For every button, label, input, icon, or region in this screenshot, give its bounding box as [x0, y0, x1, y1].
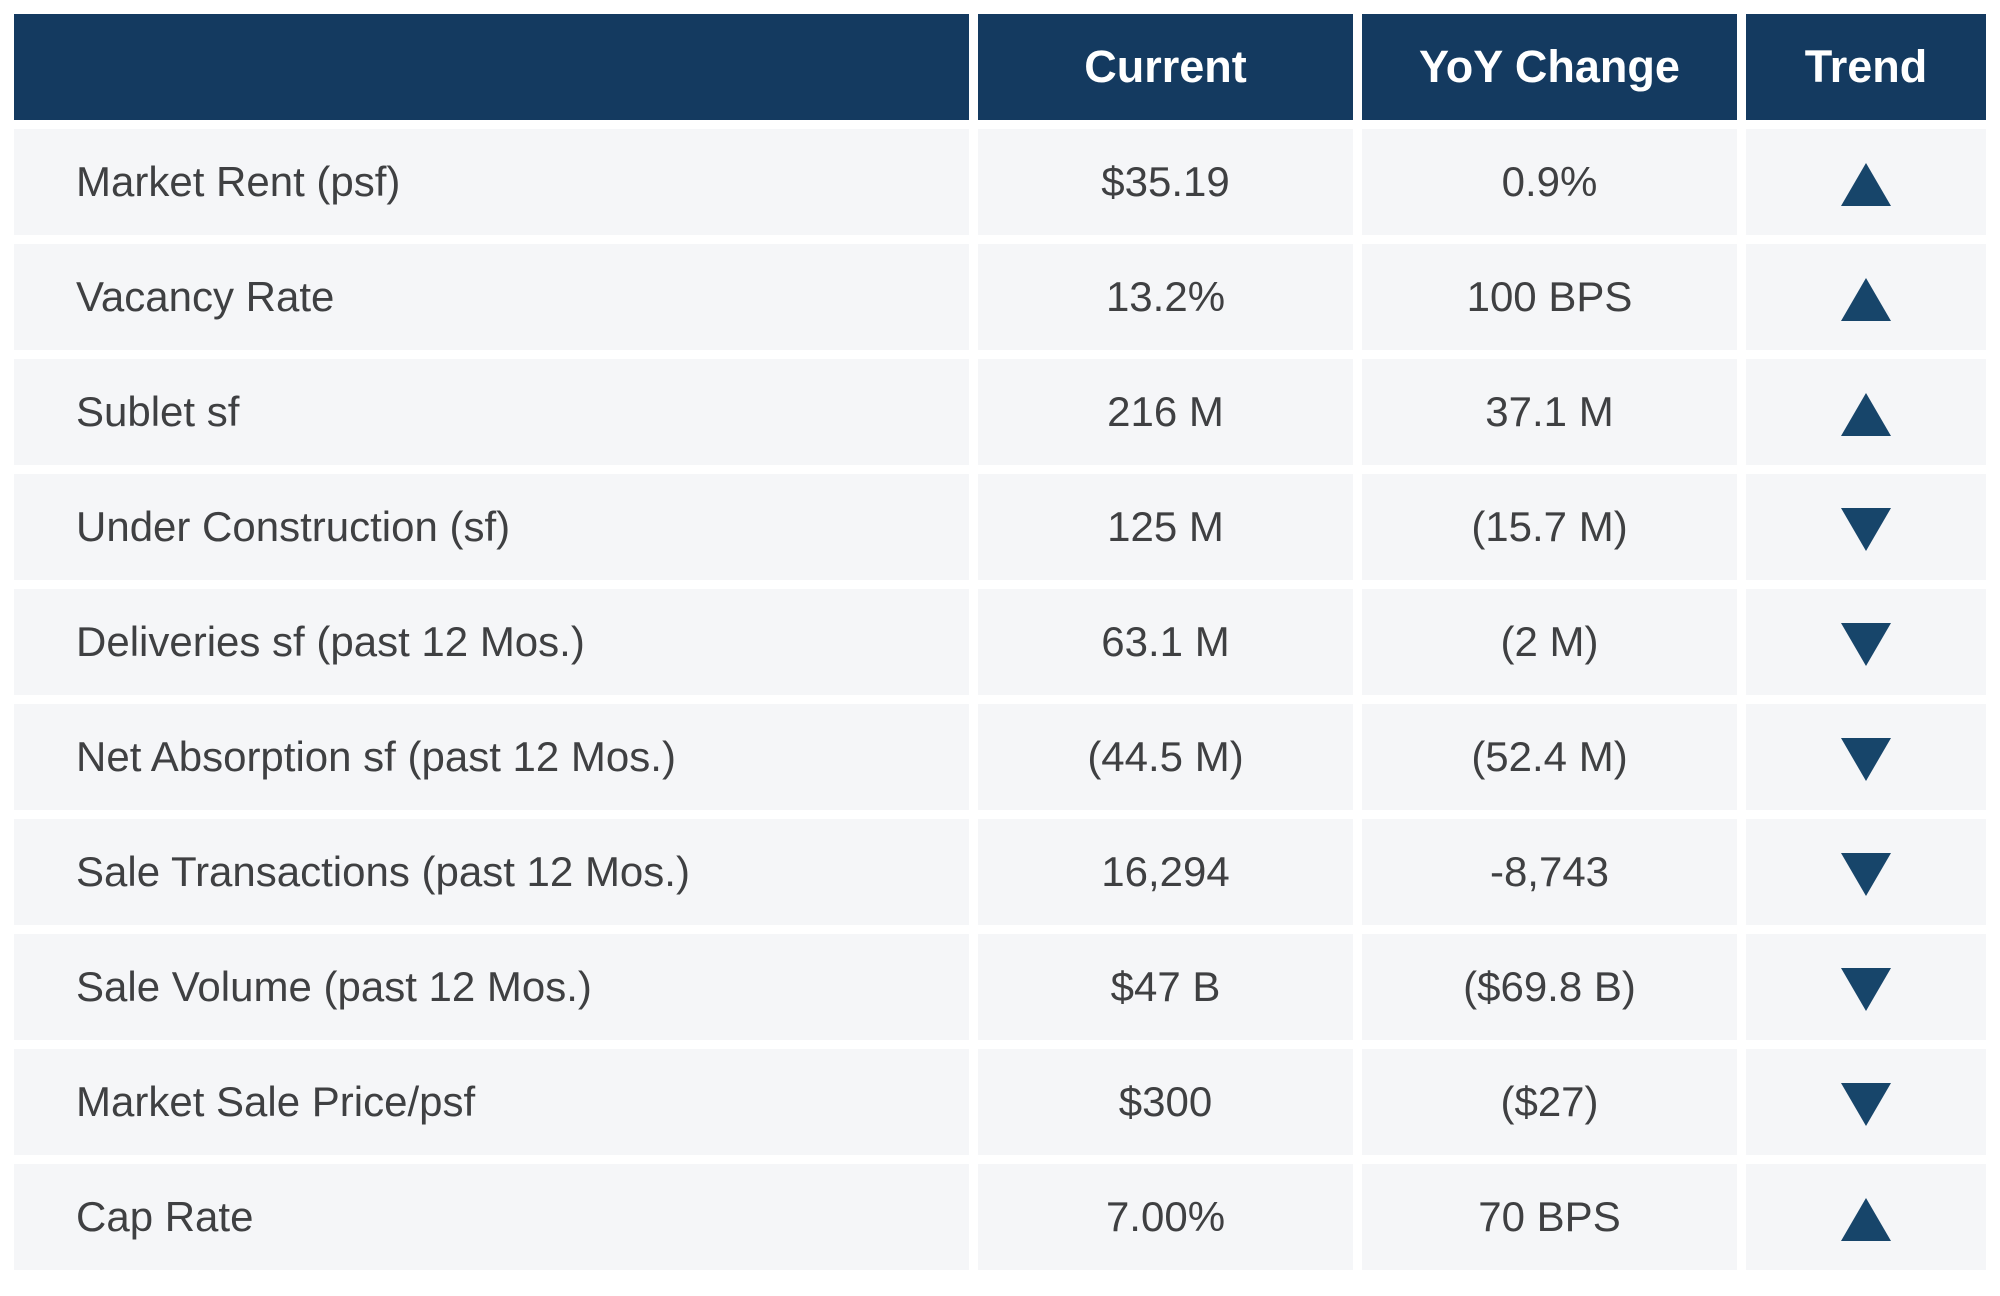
- trend-cell: [1746, 819, 1986, 925]
- current-value: 63.1 M: [978, 589, 1353, 695]
- trend-cell: [1746, 129, 1986, 235]
- metric-label: Cap Rate: [14, 1164, 969, 1270]
- trend-cell: [1746, 474, 1986, 580]
- current-value: 7.00%: [978, 1164, 1353, 1270]
- metric-label: Market Sale Price/psf: [14, 1049, 969, 1155]
- header-trend: Trend: [1746, 14, 1986, 120]
- yoy-value: (15.7 M): [1362, 474, 1737, 580]
- market-statistics-panel: Current YoY Change Trend Market Rent (ps…: [0, 5, 2000, 1279]
- current-value: 13.2%: [978, 244, 1353, 350]
- metric-label: Sale Transactions (past 12 Mos.): [14, 819, 969, 925]
- yoy-value: ($27): [1362, 1049, 1737, 1155]
- yoy-value: 0.9%: [1362, 129, 1737, 235]
- header-yoy: YoY Change: [1362, 14, 1737, 120]
- trend-down-icon: [1841, 968, 1891, 1012]
- trend-up-icon: [1841, 278, 1891, 322]
- metric-label: Sale Volume (past 12 Mos.): [14, 934, 969, 1040]
- metric-label: Vacancy Rate: [14, 244, 969, 350]
- header-metric: [14, 14, 969, 120]
- trend-up-icon: [1841, 1198, 1891, 1242]
- header-row: Current YoY Change Trend: [14, 14, 1986, 120]
- trend-cell: [1746, 934, 1986, 1040]
- current-value: 125 M: [978, 474, 1353, 580]
- trend-up-icon: [1841, 163, 1891, 207]
- trend-cell: [1746, 589, 1986, 695]
- trend-up-icon: [1841, 393, 1891, 437]
- header-current: Current: [978, 14, 1353, 120]
- yoy-value: (2 M): [1362, 589, 1737, 695]
- table-row: Net Absorption sf (past 12 Mos.) (44.5 M…: [14, 704, 1986, 810]
- trend-cell: [1746, 244, 1986, 350]
- yoy-value: -8,743: [1362, 819, 1737, 925]
- trend-down-icon: [1841, 853, 1891, 897]
- trend-down-icon: [1841, 623, 1891, 667]
- yoy-value: 37.1 M: [1362, 359, 1737, 465]
- current-value: 216 M: [978, 359, 1353, 465]
- table-row: Under Construction (sf) 125 M (15.7 M): [14, 474, 1986, 580]
- current-value: 16,294: [978, 819, 1353, 925]
- market-stats-table: Current YoY Change Trend Market Rent (ps…: [5, 5, 1995, 1279]
- trend-cell: [1746, 704, 1986, 810]
- metric-label: Market Rent (psf): [14, 129, 969, 235]
- metric-label: Deliveries sf (past 12 Mos.): [14, 589, 969, 695]
- yoy-value: 70 BPS: [1362, 1164, 1737, 1270]
- current-value: $300: [978, 1049, 1353, 1155]
- trend-down-icon: [1841, 1083, 1891, 1127]
- current-value: (44.5 M): [978, 704, 1353, 810]
- table-body: Market Rent (psf) $35.19 0.9% Vacancy Ra…: [14, 129, 1986, 1270]
- table-row: Cap Rate 7.00% 70 BPS: [14, 1164, 1986, 1270]
- table-header: Current YoY Change Trend: [14, 14, 1986, 120]
- table-row: Sale Volume (past 12 Mos.) $47 B ($69.8 …: [14, 934, 1986, 1040]
- current-value: $47 B: [978, 934, 1353, 1040]
- trend-down-icon: [1841, 508, 1891, 552]
- table-row: Sublet sf 216 M 37.1 M: [14, 359, 1986, 465]
- table-row: Vacancy Rate 13.2% 100 BPS: [14, 244, 1986, 350]
- table-row: Sale Transactions (past 12 Mos.) 16,294 …: [14, 819, 1986, 925]
- table-row: Deliveries sf (past 12 Mos.) 63.1 M (2 M…: [14, 589, 1986, 695]
- yoy-value: ($69.8 B): [1362, 934, 1737, 1040]
- trend-down-icon: [1841, 738, 1891, 782]
- trend-cell: [1746, 1049, 1986, 1155]
- metric-label: Net Absorption sf (past 12 Mos.): [14, 704, 969, 810]
- table-row: Market Rent (psf) $35.19 0.9%: [14, 129, 1986, 235]
- table-row: Market Sale Price/psf $300 ($27): [14, 1049, 1986, 1155]
- yoy-value: 100 BPS: [1362, 244, 1737, 350]
- trend-cell: [1746, 359, 1986, 465]
- metric-label: Sublet sf: [14, 359, 969, 465]
- trend-cell: [1746, 1164, 1986, 1270]
- metric-label: Under Construction (sf): [14, 474, 969, 580]
- yoy-value: (52.4 M): [1362, 704, 1737, 810]
- current-value: $35.19: [978, 129, 1353, 235]
